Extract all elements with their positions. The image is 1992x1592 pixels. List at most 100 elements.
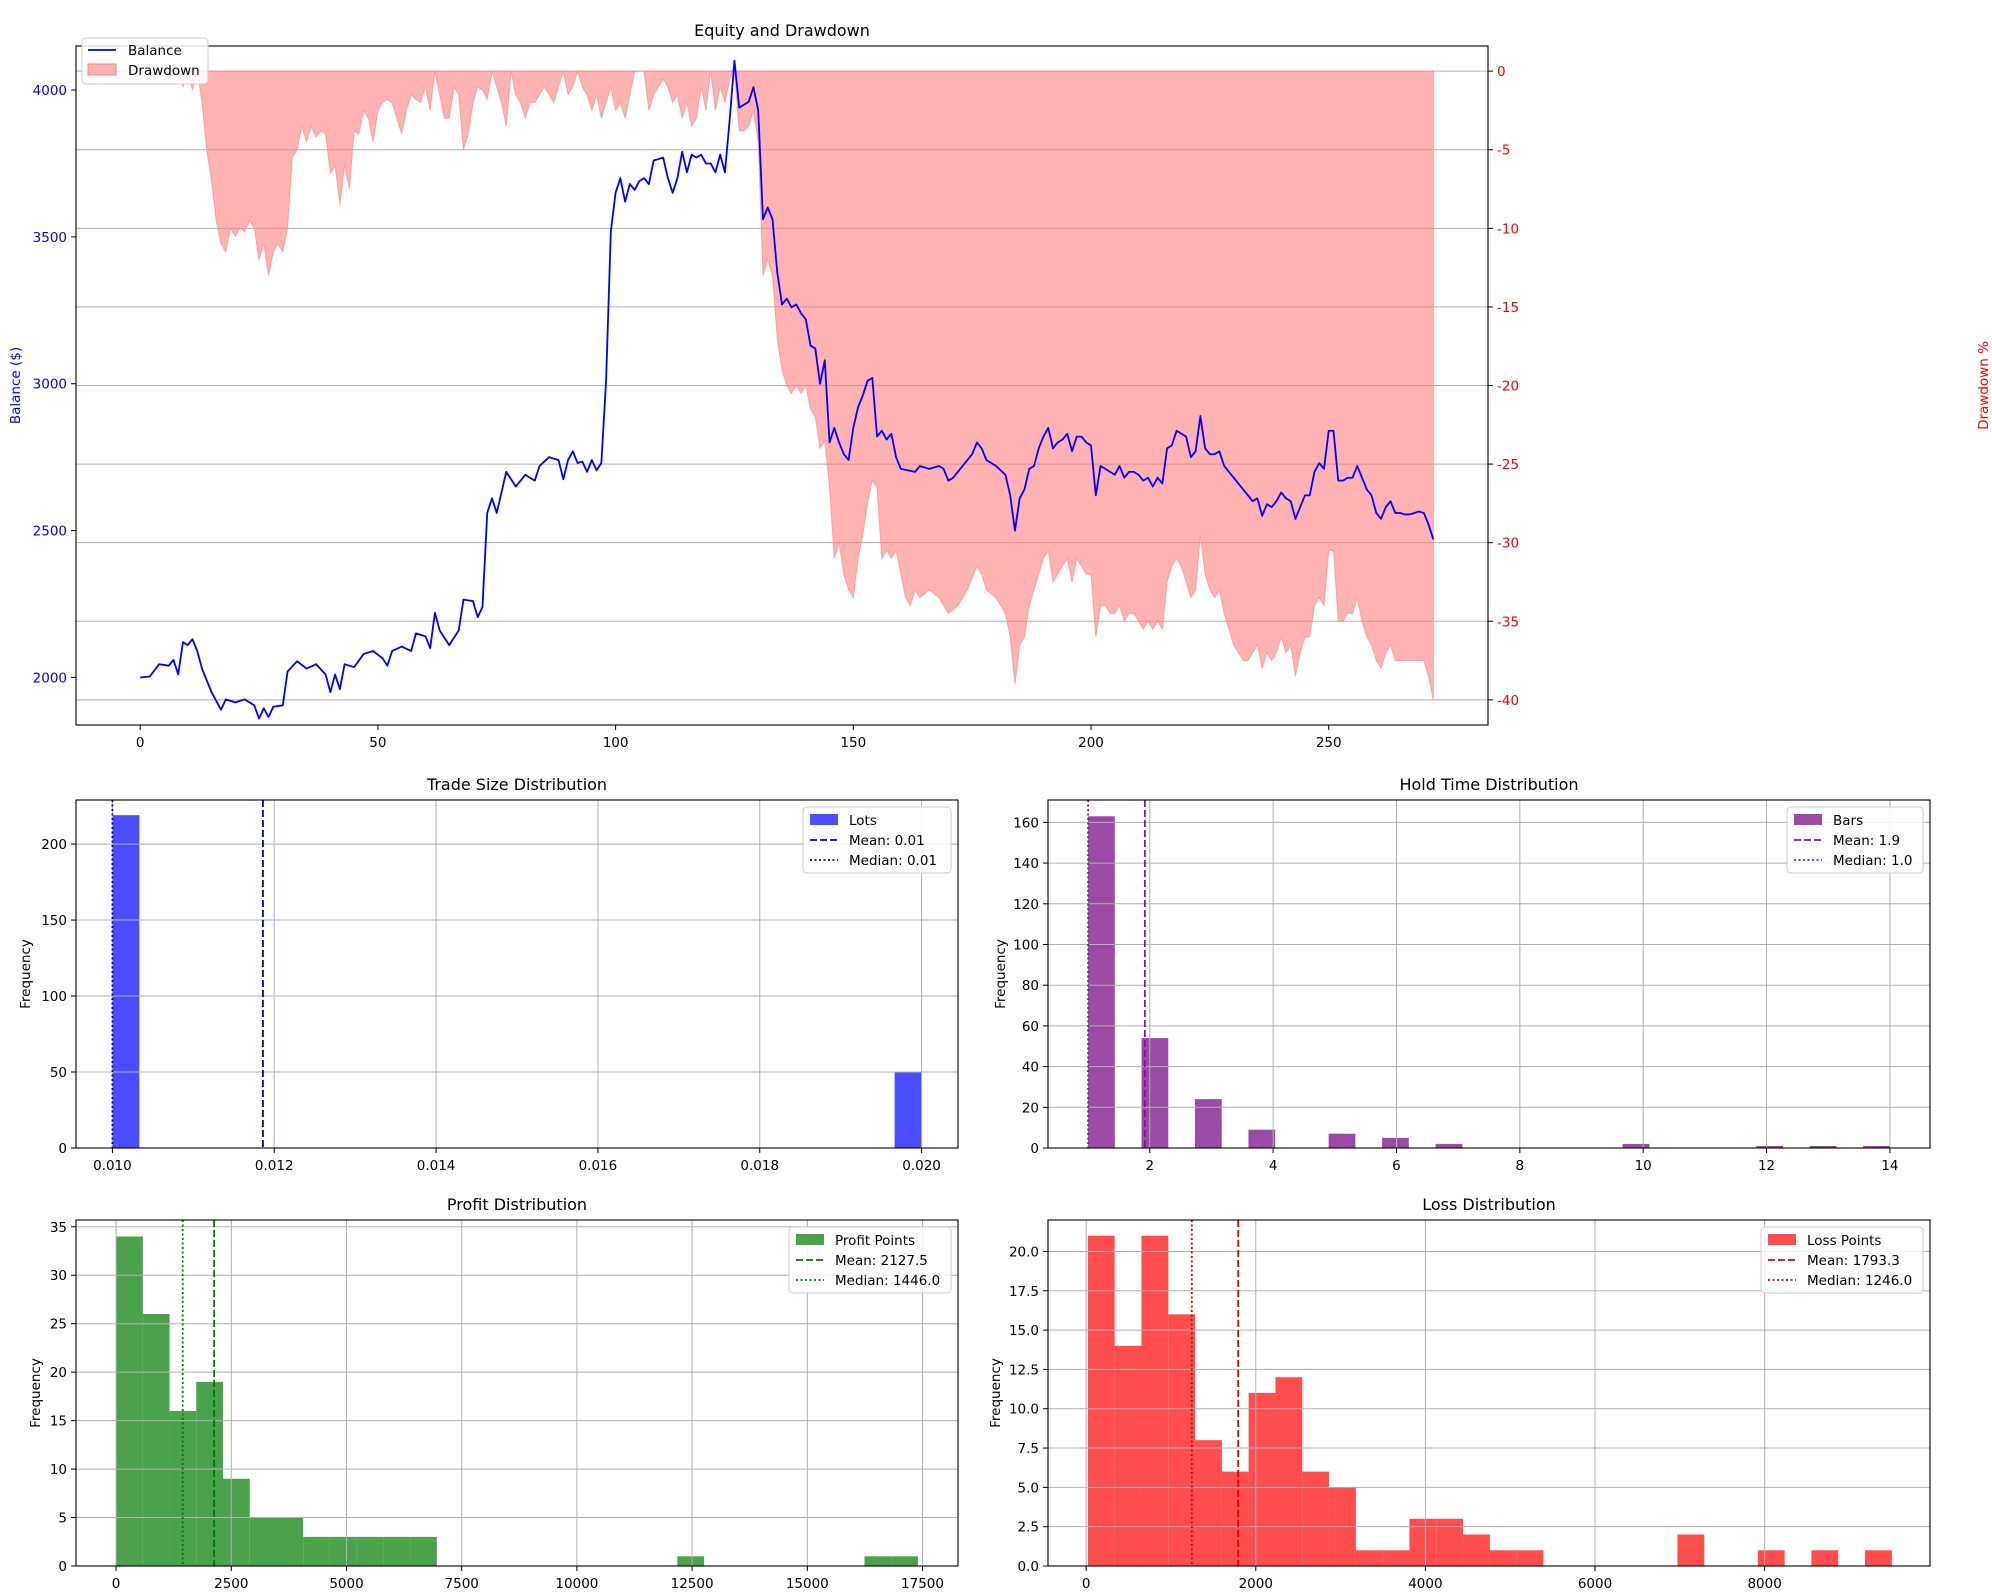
histogram-bar [1622, 1143, 1650, 1148]
y-axis-label: Frequency [988, 1358, 1004, 1428]
legend-label-mean: Mean: 1.9 [1833, 833, 1900, 849]
y-tick-label-right: -40 [1497, 693, 1519, 709]
legend-label-median: Median: 1246.0 [1807, 1273, 1912, 1289]
histogram-bar [249, 1517, 277, 1566]
y-tick-label: 50 [50, 1065, 67, 1081]
y-tick-label: 10.0 [1009, 1402, 1039, 1418]
y-axis-label: Frequency [18, 939, 34, 1009]
histogram-bar [1355, 1550, 1383, 1566]
x-tick-label: 0 [112, 1576, 121, 1592]
histogram-bar [1382, 1550, 1410, 1566]
legend-swatch-bars [1768, 1234, 1796, 1245]
y-tick-label-right: 0 [1497, 64, 1506, 80]
histogram-bar [1328, 1133, 1356, 1148]
chart-title: Hold Time Distribution [1399, 775, 1578, 794]
y-tick-label: 120 [1013, 897, 1039, 913]
y-tick-label: 5 [58, 1511, 67, 1527]
legend: Profit Points Mean: 2127.5 Median: 1446.0 [788, 1226, 952, 1294]
y-axis-label-right: Drawdown % [1976, 341, 1992, 430]
histogram-bar [112, 815, 140, 1148]
histogram-bar [1811, 1550, 1839, 1566]
equity-chart: 0 50 100 150 200 250 2000 2500 3000 3500 4000 0 -5 -1… [8, 21, 1992, 751]
x-tick-label: 12500 [671, 1576, 714, 1592]
histogram-bar [116, 1236, 143, 1566]
y-tick-label: 40 [1022, 1060, 1039, 1076]
drawdown-area [138, 69, 1434, 700]
legend-box [1760, 1226, 1924, 1294]
chart-title: Loss Distribution [1422, 1195, 1556, 1214]
histogram-bar [142, 1314, 170, 1566]
legend-label-balance: Balance [128, 43, 182, 59]
x-tick-label: 0.012 [255, 1158, 294, 1174]
x-tick-label: 4 [1269, 1158, 1278, 1174]
plot-frame [1047, 799, 1931, 1149]
histogram-bar [1809, 1145, 1837, 1148]
y-tick-label: 17.5 [1009, 1284, 1039, 1300]
legend-label-median: Median: 1.0 [1833, 853, 1912, 869]
y-tick-label: 140 [1013, 856, 1039, 872]
y-tick-label-right: -20 [1497, 379, 1519, 395]
y-tick-label: 100 [1013, 937, 1039, 953]
x-tick-label: 2000 [1239, 1576, 1273, 1592]
plot-frame [1047, 1219, 1931, 1567]
histogram-bar [356, 1536, 384, 1566]
histogram-bar [169, 1410, 197, 1566]
histogram-bar [1275, 1377, 1303, 1566]
y-tick-label-left: 2000 [33, 670, 67, 686]
x-tick-label: 12 [1758, 1158, 1775, 1174]
legend-box [788, 1226, 952, 1294]
histogram-bar [383, 1536, 411, 1566]
y-tick-label: 25 [50, 1317, 67, 1333]
y-tick-label: 160 [1013, 815, 1039, 831]
y-axis-label: Frequency [28, 1358, 44, 1428]
y-tick-label-right: -5 [1497, 143, 1510, 159]
legend-swatch-bars [810, 814, 838, 825]
histogram-bar [329, 1536, 357, 1566]
histogram-bar [1435, 1143, 1463, 1148]
x-tick-label: 0.018 [740, 1158, 779, 1174]
x-tick-label: 17500 [901, 1576, 944, 1592]
x-tick-label: 250 [1316, 735, 1342, 751]
x-tick-label: 50 [369, 735, 386, 751]
histogram-bar [864, 1556, 892, 1566]
histogram-bar [1248, 1129, 1276, 1148]
profit-chart: 0 2500 5000 7500 10000 12500 15000 17500 0 5 10 15 2… [28, 1195, 959, 1592]
balance-line [140, 59, 1435, 720]
y-tick-label: 100 [41, 989, 67, 1005]
y-tick-label: 0 [58, 1559, 67, 1575]
legend-label-series: Bars [1833, 813, 1863, 829]
chart-title: Trade Size Distribution [426, 775, 607, 794]
y-tick-label-right: -25 [1497, 457, 1519, 473]
chart-title: Profit Distribution [447, 1195, 587, 1214]
y-tick-label-right: -10 [1497, 221, 1519, 237]
legend-label-mean: Mean: 2127.5 [835, 1253, 928, 1269]
histogram-bar [891, 1556, 918, 1566]
histogram-bar [1141, 1235, 1169, 1566]
y-tick-label-right: -30 [1497, 536, 1519, 552]
y-tick-label: 150 [41, 913, 67, 929]
histogram-bar [303, 1536, 330, 1566]
y-tick-label: 0.0 [1018, 1559, 1039, 1575]
legend: Bars Mean: 1.9 Median: 1.0 [1786, 806, 1924, 874]
y-tick-label-left: 3000 [33, 377, 67, 393]
y-tick-label: 15 [50, 1414, 67, 1430]
x-tick-label: 0 [136, 735, 145, 751]
x-tick-label: 0.010 [93, 1158, 132, 1174]
x-tick-label: 6000 [1578, 1576, 1612, 1592]
x-tick-label: 8000 [1747, 1576, 1781, 1592]
legend-label-drawdown: Drawdown [128, 63, 200, 79]
legend-label-series: Profit Points [835, 1233, 915, 1249]
x-tick-label: 150 [840, 735, 866, 751]
histogram-bar [1302, 1471, 1330, 1566]
histogram-bar [276, 1517, 304, 1566]
y-tick-label: 200 [41, 837, 67, 853]
y-tick-label: 20 [1022, 1100, 1039, 1116]
x-tick-label: 0.020 [902, 1158, 941, 1174]
y-tick-label: 5.0 [1018, 1480, 1039, 1496]
histogram-bar [1194, 1099, 1222, 1148]
histogram-bar [1114, 1345, 1142, 1566]
x-tick-label: 7500 [445, 1576, 479, 1592]
histogram-bar [1195, 1440, 1222, 1566]
